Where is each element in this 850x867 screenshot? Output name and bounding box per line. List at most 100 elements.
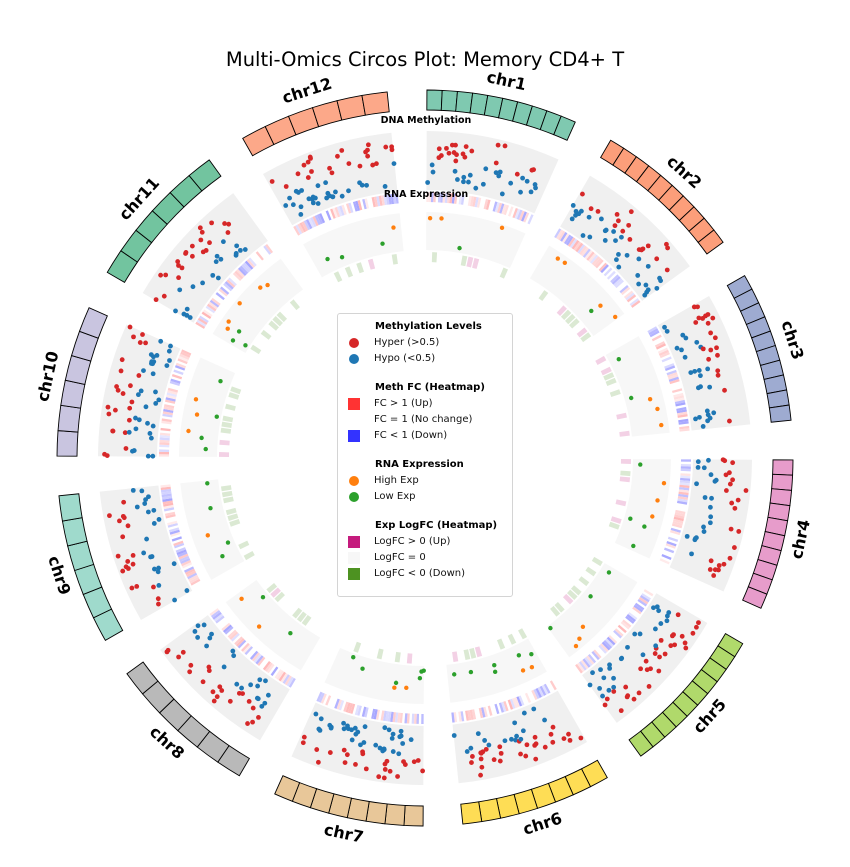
chromosome-bin bbox=[768, 404, 792, 423]
methylation-point bbox=[664, 328, 670, 334]
methylation-point bbox=[587, 682, 593, 688]
methylation-point bbox=[502, 738, 508, 744]
methylation-point bbox=[155, 596, 161, 602]
meth-fc-cell bbox=[661, 554, 672, 560]
methylation-point bbox=[715, 368, 721, 374]
meth-fc-cell bbox=[173, 540, 184, 547]
methylation-point bbox=[176, 654, 182, 660]
meth-fc-cell bbox=[371, 196, 376, 208]
methylation-point bbox=[155, 569, 161, 575]
methylation-point bbox=[305, 159, 311, 165]
rna-point bbox=[577, 636, 582, 641]
meth-fc-cell bbox=[163, 502, 174, 507]
meth-fc-cell bbox=[161, 491, 172, 495]
meth-fc-cell bbox=[244, 646, 254, 656]
methylation-point bbox=[120, 568, 126, 574]
meth-fc-cell bbox=[175, 547, 186, 553]
meth-fc-cell bbox=[362, 198, 367, 210]
methylation-point bbox=[656, 608, 662, 614]
methylation-point bbox=[210, 272, 216, 278]
legend-section-rna: RNA Expression High Exp Low Exp bbox=[338, 457, 512, 505]
meth-fc-cell bbox=[620, 621, 630, 630]
methylation-point bbox=[230, 648, 236, 654]
methylation-point bbox=[256, 714, 261, 720]
meth-fc-cell bbox=[325, 695, 332, 706]
meth-fc-cell bbox=[171, 536, 182, 542]
chromosome-bin bbox=[57, 404, 82, 433]
meth-fc-cell bbox=[524, 692, 532, 703]
meth-fc-cell bbox=[336, 699, 342, 710]
meth-fc-cell bbox=[680, 466, 691, 469]
meth-fc-cell bbox=[163, 406, 174, 411]
methylation-point bbox=[712, 335, 718, 341]
rna-point bbox=[288, 631, 293, 636]
rna-point bbox=[225, 326, 230, 331]
meth-fc-cell bbox=[371, 708, 376, 719]
exp-logfc-cell bbox=[608, 521, 620, 530]
meth-fc-cell bbox=[471, 709, 477, 720]
legend-item-logfc-zero: LogFC = 0 bbox=[338, 550, 512, 566]
rna-point bbox=[260, 594, 266, 600]
methylation-point bbox=[309, 169, 314, 174]
meth-fc-cell bbox=[318, 692, 325, 703]
methylation-point bbox=[684, 533, 690, 539]
meth-fc-cell bbox=[388, 194, 392, 205]
methylation-point bbox=[214, 253, 220, 259]
meth-fc-cell bbox=[167, 387, 179, 393]
methylation-point bbox=[104, 453, 110, 458]
meth-fc-cell bbox=[543, 683, 551, 694]
methylation-point bbox=[708, 504, 713, 510]
methylation-point bbox=[374, 161, 379, 167]
meth-fc-cell bbox=[673, 518, 684, 524]
methylation-point bbox=[468, 745, 474, 751]
meth-fc-cell bbox=[483, 706, 488, 718]
chromosome-label: chr10 bbox=[33, 349, 62, 403]
chromosome-bin bbox=[384, 803, 406, 826]
exp-logfc-cell bbox=[376, 648, 384, 660]
methylation-point bbox=[173, 308, 178, 314]
methylation-point bbox=[664, 267, 670, 273]
methylation-point bbox=[670, 633, 675, 639]
meth-fc-cell bbox=[399, 712, 403, 724]
methylation-point bbox=[645, 287, 651, 293]
meth-fc-cell bbox=[202, 309, 213, 318]
exp-logfc-cell bbox=[289, 299, 300, 311]
chromosome-bin bbox=[58, 493, 83, 522]
methylation-point bbox=[624, 252, 630, 258]
methylation-point bbox=[452, 168, 458, 174]
legend-item-low-exp: Low Exp bbox=[338, 489, 512, 505]
meth-fc-cell bbox=[655, 343, 666, 350]
methylation-point bbox=[206, 668, 212, 674]
meth-fc-cell bbox=[558, 230, 566, 241]
legend-marker bbox=[348, 430, 360, 442]
methylation-point bbox=[209, 220, 214, 226]
methylation-point bbox=[225, 230, 231, 235]
chromosome-bin bbox=[553, 115, 576, 141]
methylation-point bbox=[153, 297, 159, 303]
meth-fc-cell bbox=[201, 311, 212, 319]
methylation-point bbox=[462, 154, 468, 160]
methylation-point bbox=[664, 618, 670, 624]
methylation-point bbox=[566, 731, 571, 737]
meth-fc-cell bbox=[588, 253, 597, 263]
methylation-point bbox=[657, 654, 662, 660]
methylation-point bbox=[731, 545, 737, 550]
meth-fc-cell bbox=[352, 201, 358, 212]
exp-logfc-cell bbox=[333, 271, 343, 283]
meth-fc-cell bbox=[212, 611, 222, 620]
methylation-point bbox=[156, 565, 161, 571]
meth-fc-cell bbox=[242, 644, 252, 654]
meth-fc-cell bbox=[626, 294, 637, 303]
exp-logfc-cell bbox=[565, 313, 576, 325]
meth-fc-cell bbox=[180, 557, 191, 565]
meth-fc-cell bbox=[591, 650, 600, 661]
rna-point bbox=[239, 596, 244, 602]
methylation-point bbox=[359, 182, 365, 188]
methylation-point bbox=[313, 711, 319, 717]
meth-fc-cell bbox=[478, 707, 484, 719]
methylation-point bbox=[599, 216, 604, 222]
legend-title: RNA Expression bbox=[375, 459, 464, 470]
methylation-point bbox=[512, 720, 518, 726]
rna-track-bg bbox=[212, 258, 304, 354]
methylation-point bbox=[298, 212, 304, 217]
